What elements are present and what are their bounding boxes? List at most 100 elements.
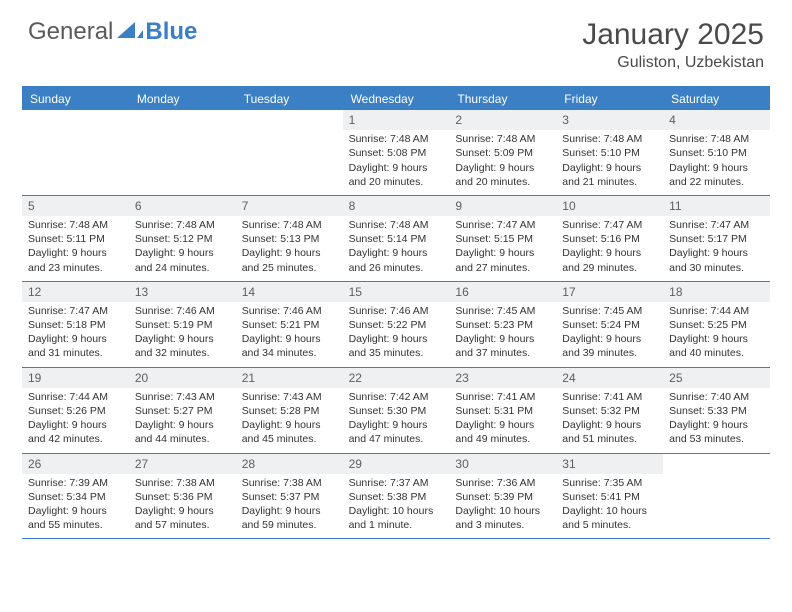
week-row: 19Sunrise: 7:44 AMSunset: 5:26 PMDayligh… <box>22 368 770 454</box>
day-number: 22 <box>343 368 450 388</box>
day-cell: 13Sunrise: 7:46 AMSunset: 5:19 PMDayligh… <box>129 282 236 367</box>
day-cell: 28Sunrise: 7:38 AMSunset: 5:37 PMDayligh… <box>236 454 343 539</box>
sunset-line: Sunset: 5:28 PM <box>242 404 337 418</box>
sunset-line: Sunset: 5:14 PM <box>349 232 444 246</box>
day-body: Sunrise: 7:36 AMSunset: 5:39 PMDaylight:… <box>449 476 556 533</box>
day-body: Sunrise: 7:48 AMSunset: 5:09 PMDaylight:… <box>449 132 556 189</box>
daylight-line: Daylight: 9 hours and 40 minutes. <box>669 332 764 360</box>
sunset-line: Sunset: 5:15 PM <box>455 232 550 246</box>
day-body: Sunrise: 7:38 AMSunset: 5:37 PMDaylight:… <box>236 476 343 533</box>
sunset-line: Sunset: 5:22 PM <box>349 318 444 332</box>
day-cell <box>129 110 236 195</box>
day-cell: 17Sunrise: 7:45 AMSunset: 5:24 PMDayligh… <box>556 282 663 367</box>
daylight-line: Daylight: 10 hours and 1 minute. <box>349 504 444 532</box>
day-cell: 4Sunrise: 7:48 AMSunset: 5:10 PMDaylight… <box>663 110 770 195</box>
sunset-line: Sunset: 5:26 PM <box>28 404 123 418</box>
day-body: Sunrise: 7:44 AMSunset: 5:25 PMDaylight:… <box>663 304 770 361</box>
day-body: Sunrise: 7:35 AMSunset: 5:41 PMDaylight:… <box>556 476 663 533</box>
day-header: Monday <box>129 88 236 110</box>
day-body: Sunrise: 7:48 AMSunset: 5:14 PMDaylight:… <box>343 218 450 275</box>
sunrise-line: Sunrise: 7:46 AM <box>349 304 444 318</box>
day-number: 20 <box>129 368 236 388</box>
day-number: 10 <box>556 196 663 216</box>
day-body: Sunrise: 7:40 AMSunset: 5:33 PMDaylight:… <box>663 390 770 447</box>
day-cell: 21Sunrise: 7:43 AMSunset: 5:28 PMDayligh… <box>236 368 343 453</box>
day-header: Tuesday <box>236 88 343 110</box>
daylight-line: Daylight: 9 hours and 31 minutes. <box>28 332 123 360</box>
day-number: 6 <box>129 196 236 216</box>
day-number: 30 <box>449 454 556 474</box>
day-cell: 15Sunrise: 7:46 AMSunset: 5:22 PMDayligh… <box>343 282 450 367</box>
day-number: 3 <box>556 110 663 130</box>
day-header: Friday <box>556 88 663 110</box>
day-number: 7 <box>236 196 343 216</box>
day-number: 13 <box>129 282 236 302</box>
day-body: Sunrise: 7:47 AMSunset: 5:16 PMDaylight:… <box>556 218 663 275</box>
sunrise-line: Sunrise: 7:46 AM <box>242 304 337 318</box>
day-cell: 18Sunrise: 7:44 AMSunset: 5:25 PMDayligh… <box>663 282 770 367</box>
day-number: 17 <box>556 282 663 302</box>
day-body: Sunrise: 7:41 AMSunset: 5:31 PMDaylight:… <box>449 390 556 447</box>
sunrise-line: Sunrise: 7:43 AM <box>135 390 230 404</box>
day-body: Sunrise: 7:43 AMSunset: 5:27 PMDaylight:… <box>129 390 236 447</box>
day-header: Sunday <box>22 88 129 110</box>
day-cell: 10Sunrise: 7:47 AMSunset: 5:16 PMDayligh… <box>556 196 663 281</box>
sunrise-line: Sunrise: 7:48 AM <box>349 132 444 146</box>
daylight-line: Daylight: 9 hours and 20 minutes. <box>349 161 444 189</box>
sunrise-line: Sunrise: 7:36 AM <box>455 476 550 490</box>
daylight-line: Daylight: 9 hours and 34 minutes. <box>242 332 337 360</box>
day-header-row: SundayMondayTuesdayWednesdayThursdayFrid… <box>22 88 770 110</box>
day-body: Sunrise: 7:46 AMSunset: 5:22 PMDaylight:… <box>343 304 450 361</box>
daylight-line: Daylight: 9 hours and 47 minutes. <box>349 418 444 446</box>
day-cell: 27Sunrise: 7:38 AMSunset: 5:36 PMDayligh… <box>129 454 236 539</box>
day-cell: 29Sunrise: 7:37 AMSunset: 5:38 PMDayligh… <box>343 454 450 539</box>
sunrise-line: Sunrise: 7:48 AM <box>562 132 657 146</box>
daylight-line: Daylight: 9 hours and 27 minutes. <box>455 246 550 274</box>
day-body: Sunrise: 7:48 AMSunset: 5:12 PMDaylight:… <box>129 218 236 275</box>
sunset-line: Sunset: 5:32 PM <box>562 404 657 418</box>
sunset-line: Sunset: 5:17 PM <box>669 232 764 246</box>
daylight-line: Daylight: 9 hours and 32 minutes. <box>135 332 230 360</box>
sunrise-line: Sunrise: 7:39 AM <box>28 476 123 490</box>
daylight-line: Daylight: 9 hours and 44 minutes. <box>135 418 230 446</box>
sunrise-line: Sunrise: 7:47 AM <box>669 218 764 232</box>
daylight-line: Daylight: 9 hours and 59 minutes. <box>242 504 337 532</box>
day-body: Sunrise: 7:47 AMSunset: 5:18 PMDaylight:… <box>22 304 129 361</box>
day-cell: 14Sunrise: 7:46 AMSunset: 5:21 PMDayligh… <box>236 282 343 367</box>
day-number: 2 <box>449 110 556 130</box>
sunset-line: Sunset: 5:09 PM <box>455 146 550 160</box>
sunrise-line: Sunrise: 7:44 AM <box>669 304 764 318</box>
sunrise-line: Sunrise: 7:45 AM <box>562 304 657 318</box>
weeks-container: 1Sunrise: 7:48 AMSunset: 5:08 PMDaylight… <box>22 110 770 539</box>
day-cell: 7Sunrise: 7:48 AMSunset: 5:13 PMDaylight… <box>236 196 343 281</box>
sunrise-line: Sunrise: 7:38 AM <box>242 476 337 490</box>
day-cell: 31Sunrise: 7:35 AMSunset: 5:41 PMDayligh… <box>556 454 663 539</box>
daylight-line: Daylight: 9 hours and 26 minutes. <box>349 246 444 274</box>
day-cell: 16Sunrise: 7:45 AMSunset: 5:23 PMDayligh… <box>449 282 556 367</box>
logo-sail-icon <box>117 20 143 45</box>
day-number: 28 <box>236 454 343 474</box>
day-number: 9 <box>449 196 556 216</box>
sunset-line: Sunset: 5:27 PM <box>135 404 230 418</box>
sunrise-line: Sunrise: 7:48 AM <box>349 218 444 232</box>
sunset-line: Sunset: 5:08 PM <box>349 146 444 160</box>
day-cell: 19Sunrise: 7:44 AMSunset: 5:26 PMDayligh… <box>22 368 129 453</box>
sunset-line: Sunset: 5:34 PM <box>28 490 123 504</box>
sunrise-line: Sunrise: 7:44 AM <box>28 390 123 404</box>
day-number: 4 <box>663 110 770 130</box>
logo-text-blue: Blue <box>145 18 197 46</box>
daylight-line: Daylight: 9 hours and 20 minutes. <box>455 161 550 189</box>
day-cell: 9Sunrise: 7:47 AMSunset: 5:15 PMDaylight… <box>449 196 556 281</box>
day-cell: 26Sunrise: 7:39 AMSunset: 5:34 PMDayligh… <box>22 454 129 539</box>
sunset-line: Sunset: 5:25 PM <box>669 318 764 332</box>
daylight-line: Daylight: 9 hours and 25 minutes. <box>242 246 337 274</box>
day-body: Sunrise: 7:48 AMSunset: 5:08 PMDaylight:… <box>343 132 450 189</box>
week-row: 12Sunrise: 7:47 AMSunset: 5:18 PMDayligh… <box>22 282 770 368</box>
day-body: Sunrise: 7:45 AMSunset: 5:23 PMDaylight:… <box>449 304 556 361</box>
daylight-line: Daylight: 9 hours and 24 minutes. <box>135 246 230 274</box>
sunset-line: Sunset: 5:10 PM <box>669 146 764 160</box>
day-number: 26 <box>22 454 129 474</box>
sunrise-line: Sunrise: 7:37 AM <box>349 476 444 490</box>
sunset-line: Sunset: 5:12 PM <box>135 232 230 246</box>
sunset-line: Sunset: 5:38 PM <box>349 490 444 504</box>
